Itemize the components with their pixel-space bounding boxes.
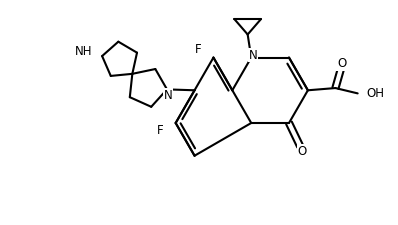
Text: F: F — [156, 124, 163, 137]
Text: O: O — [298, 145, 307, 158]
Text: O: O — [337, 57, 346, 70]
Text: OH: OH — [367, 87, 384, 100]
Text: N: N — [249, 49, 258, 62]
Text: NH: NH — [75, 45, 92, 58]
Text: F: F — [194, 43, 201, 56]
Text: N: N — [164, 89, 172, 102]
